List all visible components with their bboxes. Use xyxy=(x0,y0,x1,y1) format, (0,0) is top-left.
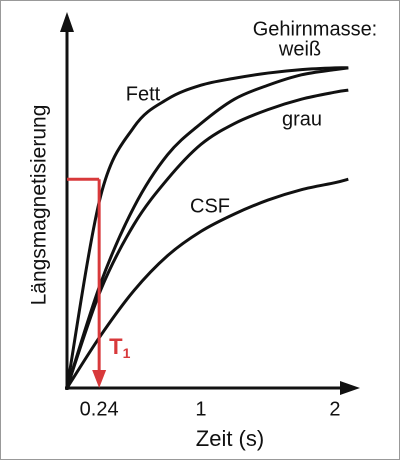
axes xyxy=(60,12,360,395)
t1-text: T xyxy=(109,334,123,359)
curve-label: CSF xyxy=(190,195,230,217)
curve-label: Fett xyxy=(126,83,161,105)
t1-label: T1 xyxy=(109,334,130,361)
curve xyxy=(65,88,349,389)
curve xyxy=(65,66,349,389)
curve-label: weiß xyxy=(278,38,321,60)
x-axis-label: Zeit (s) xyxy=(196,426,264,451)
t1-arrow xyxy=(92,370,107,388)
legend-title: Gehirnmasse: xyxy=(253,18,378,40)
curve xyxy=(65,177,349,389)
x-tick-label: 1 xyxy=(195,398,206,420)
y-axis-label: Längsmagnetisierung xyxy=(28,105,51,306)
curve-label: grau xyxy=(282,108,322,130)
x-tick-label: 0.24 xyxy=(80,398,119,420)
x-tick-label: 2 xyxy=(329,398,340,420)
t1-subscript: 1 xyxy=(123,345,131,361)
